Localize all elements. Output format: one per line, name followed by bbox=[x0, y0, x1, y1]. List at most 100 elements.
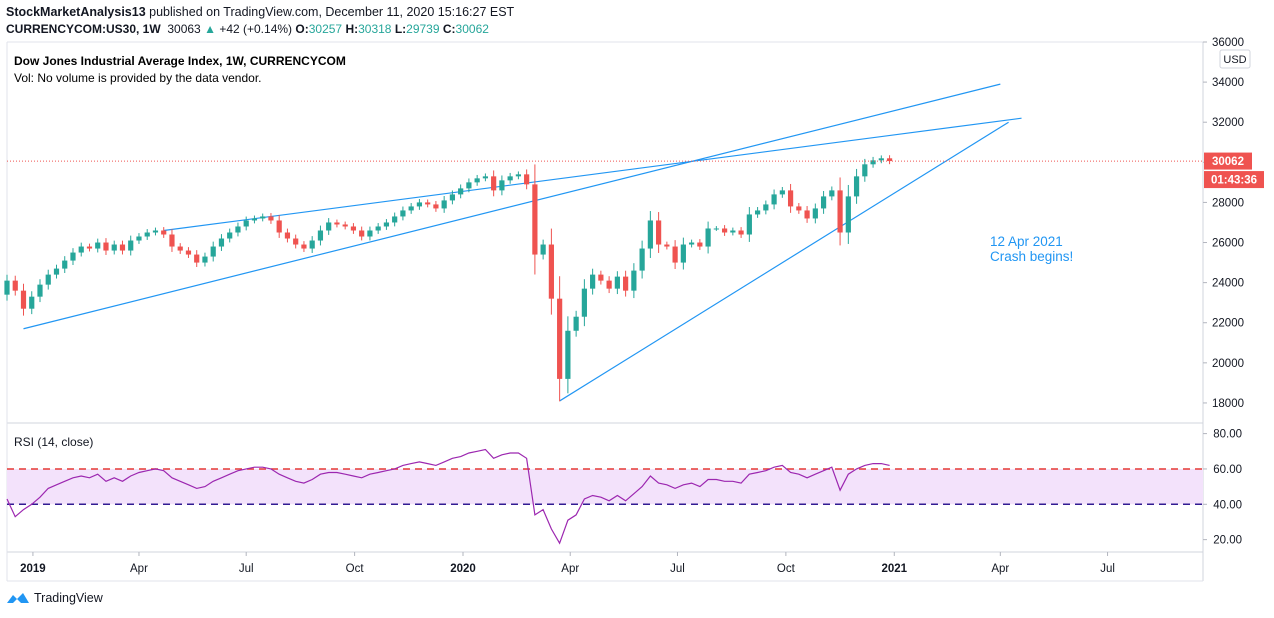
candle-up bbox=[870, 160, 876, 165]
candle-up bbox=[408, 206, 414, 211]
candle-down bbox=[524, 174, 530, 185]
candle-down bbox=[837, 190, 843, 233]
candle-up bbox=[458, 188, 464, 195]
trendline-3 bbox=[163, 117, 1022, 232]
rsi-band: 20.00 40.00 60.00 80.00 bbox=[7, 429, 1242, 547]
trendline-2 bbox=[559, 121, 1009, 402]
candle-down bbox=[194, 254, 200, 263]
last-price: 30063 bbox=[167, 22, 201, 36]
candle-up bbox=[78, 246, 84, 253]
candlestick-series bbox=[4, 155, 893, 402]
candle-up bbox=[70, 252, 76, 261]
candle-up bbox=[449, 194, 456, 201]
candle-down bbox=[787, 190, 794, 207]
candle-up bbox=[152, 230, 159, 233]
candle-up bbox=[392, 216, 398, 223]
publisher-name[interactable]: StockMarketAnalysis13 bbox=[6, 5, 146, 19]
candle-up bbox=[499, 180, 505, 191]
candle-up bbox=[309, 240, 315, 249]
candle-down bbox=[185, 250, 192, 255]
annotation-date[interactable]: 12 Apr 2021 bbox=[990, 234, 1063, 249]
candle-down bbox=[738, 230, 744, 235]
candle-up bbox=[581, 288, 587, 317]
footer-branding[interactable]: TradingView bbox=[6, 591, 103, 605]
rsi-tick-label: 80.00 bbox=[1213, 429, 1242, 441]
close-value: 30062 bbox=[455, 22, 489, 36]
candle-up bbox=[705, 228, 711, 247]
candle-down bbox=[177, 246, 183, 251]
candle-down bbox=[672, 246, 678, 263]
candle-down bbox=[598, 274, 604, 281]
time-tick-label: Apr bbox=[561, 563, 579, 575]
candle-down bbox=[697, 242, 703, 247]
candle-down bbox=[491, 176, 497, 191]
candle-down bbox=[334, 222, 340, 225]
candle-down bbox=[656, 220, 662, 245]
high-label: H: bbox=[345, 22, 359, 36]
price-tick-label: 32000 bbox=[1212, 117, 1244, 129]
open-value: 30257 bbox=[308, 22, 343, 36]
candle-down bbox=[623, 276, 629, 291]
candle-up bbox=[251, 218, 258, 221]
price-tick-label: 22000 bbox=[1212, 318, 1244, 330]
candle-up bbox=[482, 176, 488, 179]
time-tick-label: Jul bbox=[670, 563, 685, 575]
time-tick-label: 2021 bbox=[881, 563, 907, 575]
trendlines[interactable] bbox=[23, 83, 1022, 402]
price-axis: 1800020000220002400026000280003000032000… bbox=[1203, 37, 1244, 410]
candle-down bbox=[342, 224, 348, 227]
candle-up bbox=[62, 260, 68, 269]
price-tick-label: 24000 bbox=[1212, 278, 1244, 290]
candle-up bbox=[111, 244, 117, 251]
tradingview-logo-icon bbox=[7, 593, 29, 603]
candle-up bbox=[95, 242, 101, 249]
candle-down bbox=[664, 244, 670, 247]
candle-up bbox=[367, 230, 373, 237]
countdown-tag bbox=[1204, 171, 1264, 189]
time-tick-label: Oct bbox=[346, 563, 365, 575]
current-price-tag bbox=[1204, 152, 1252, 170]
rsi-tick-label: 20.00 bbox=[1213, 535, 1242, 547]
symbol-line: CURRENCYCOM:US30, 1W 30063 ▲ +42 (+0.14%… bbox=[6, 21, 1006, 37]
candle-down bbox=[886, 158, 893, 162]
price-tick-label: 26000 bbox=[1212, 238, 1244, 250]
candle-up bbox=[614, 276, 620, 289]
rsi-series bbox=[6, 448, 890, 545]
candle-up bbox=[845, 196, 851, 233]
candle-down bbox=[796, 206, 802, 211]
candle-up bbox=[680, 244, 686, 263]
candle-up bbox=[812, 208, 818, 219]
candle-down bbox=[301, 244, 307, 249]
candle-up bbox=[128, 240, 134, 251]
candle-down bbox=[804, 210, 810, 219]
candle-down bbox=[557, 298, 563, 379]
candle-down bbox=[119, 244, 126, 251]
time-tick-label: Jul bbox=[1100, 563, 1115, 575]
time-tick-label: Apr bbox=[991, 563, 1009, 575]
time-tick-label: Apr bbox=[130, 563, 148, 575]
annotation-text[interactable]: Crash begins! bbox=[990, 249, 1073, 264]
candle-down bbox=[606, 280, 612, 289]
candle-up bbox=[218, 238, 225, 247]
time-tick-label: Jul bbox=[239, 563, 254, 575]
low-label: L: bbox=[394, 22, 407, 36]
candle-up bbox=[441, 200, 447, 209]
countdown-tag-text: 01:43:36 bbox=[1211, 175, 1257, 187]
chart-header: StockMarketAnalysis13 published on Tradi… bbox=[6, 4, 1006, 37]
candle-up bbox=[202, 256, 208, 263]
candle-up bbox=[754, 210, 761, 215]
currency-badge[interactable] bbox=[1219, 49, 1251, 69]
candle-up bbox=[573, 316, 579, 331]
candle-up bbox=[590, 274, 596, 289]
candle-up bbox=[29, 296, 35, 309]
candle-up bbox=[383, 222, 390, 227]
low-value: 29739 bbox=[406, 22, 440, 36]
candle-up bbox=[317, 230, 324, 241]
candle-up bbox=[136, 236, 142, 241]
candle-up bbox=[260, 216, 266, 219]
volume-note: Vol: No volume is provided by the data v… bbox=[14, 71, 261, 85]
currency-label: USD bbox=[1223, 54, 1246, 66]
candle-down bbox=[169, 234, 175, 247]
candle-up bbox=[400, 210, 406, 217]
